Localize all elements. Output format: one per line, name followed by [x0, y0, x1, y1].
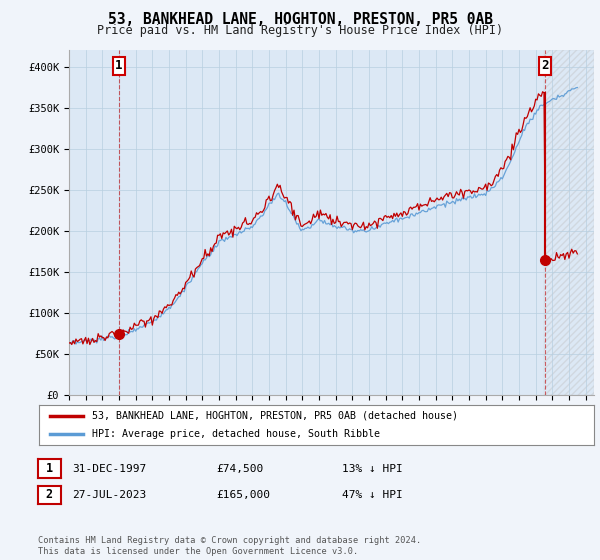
Text: Contains HM Land Registry data © Crown copyright and database right 2024.
This d: Contains HM Land Registry data © Crown c… — [38, 536, 421, 556]
Text: 2: 2 — [46, 488, 53, 501]
Text: HPI: Average price, detached house, South Ribble: HPI: Average price, detached house, Sout… — [92, 430, 380, 439]
Text: 31-DEC-1997: 31-DEC-1997 — [72, 464, 146, 474]
Text: £165,000: £165,000 — [216, 490, 270, 500]
Text: 27-JUL-2023: 27-JUL-2023 — [72, 490, 146, 500]
Text: 1: 1 — [46, 462, 53, 475]
Text: Price paid vs. HM Land Registry's House Price Index (HPI): Price paid vs. HM Land Registry's House … — [97, 24, 503, 36]
Text: 1: 1 — [115, 59, 122, 72]
Text: 53, BANKHEAD LANE, HOGHTON, PRESTON, PR5 0AB (detached house): 53, BANKHEAD LANE, HOGHTON, PRESTON, PR5… — [92, 411, 458, 421]
Text: 13% ↓ HPI: 13% ↓ HPI — [342, 464, 403, 474]
Text: 53, BANKHEAD LANE, HOGHTON, PRESTON, PR5 0AB: 53, BANKHEAD LANE, HOGHTON, PRESTON, PR5… — [107, 12, 493, 27]
Text: 47% ↓ HPI: 47% ↓ HPI — [342, 490, 403, 500]
Text: 2: 2 — [541, 59, 549, 72]
Text: £74,500: £74,500 — [216, 464, 263, 474]
